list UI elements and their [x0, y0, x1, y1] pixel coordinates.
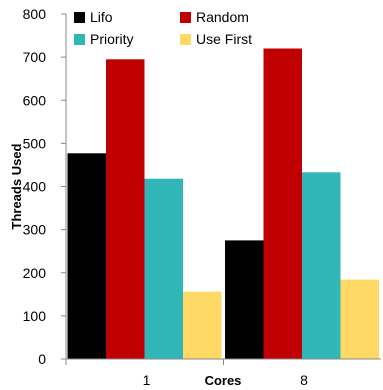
y-axis-ticks: 0 100 200 300 400 500 600 700 800	[23, 6, 66, 367]
legend-swatch-lifo	[74, 12, 85, 23]
x-axis-title: Cores	[205, 373, 242, 388]
bar-priority-1	[144, 178, 183, 359]
y-tick-label: 300	[23, 222, 47, 238]
y-tick-label: 600	[23, 92, 47, 108]
y-tick-label: 0	[38, 351, 46, 367]
bar-use-first-8	[340, 279, 379, 359]
y-tick-label: 500	[23, 135, 47, 151]
legend-swatch-use-first	[180, 34, 191, 45]
y-axis-title: Threads Used	[9, 143, 24, 229]
bar-random-8	[263, 48, 302, 359]
legend-label-lifo: Lifo	[90, 9, 113, 25]
y-tick-label: 200	[23, 265, 47, 281]
bar-lifo-1	[67, 153, 106, 359]
bar-use-first-1	[183, 291, 222, 359]
legend-label-use-first: Use First	[196, 31, 252, 47]
legend-swatch-random	[180, 12, 191, 23]
legend: Lifo Random Priority Use First	[74, 9, 252, 47]
bar-lifo-8	[225, 240, 264, 359]
bar-random-1	[106, 59, 145, 360]
y-tick-label: 800	[23, 6, 47, 22]
bar-priority-8	[302, 172, 341, 359]
y-tick-label: 400	[23, 179, 47, 195]
y-tick-label: 700	[23, 49, 47, 65]
y-tick-label: 100	[23, 308, 47, 324]
legend-label-random: Random	[196, 9, 249, 25]
legend-label-priority: Priority	[90, 31, 134, 47]
legend-swatch-priority	[74, 34, 85, 45]
x-tick-label: 8	[300, 372, 308, 388]
bars	[67, 48, 379, 360]
x-tick-label: 1	[143, 372, 151, 388]
